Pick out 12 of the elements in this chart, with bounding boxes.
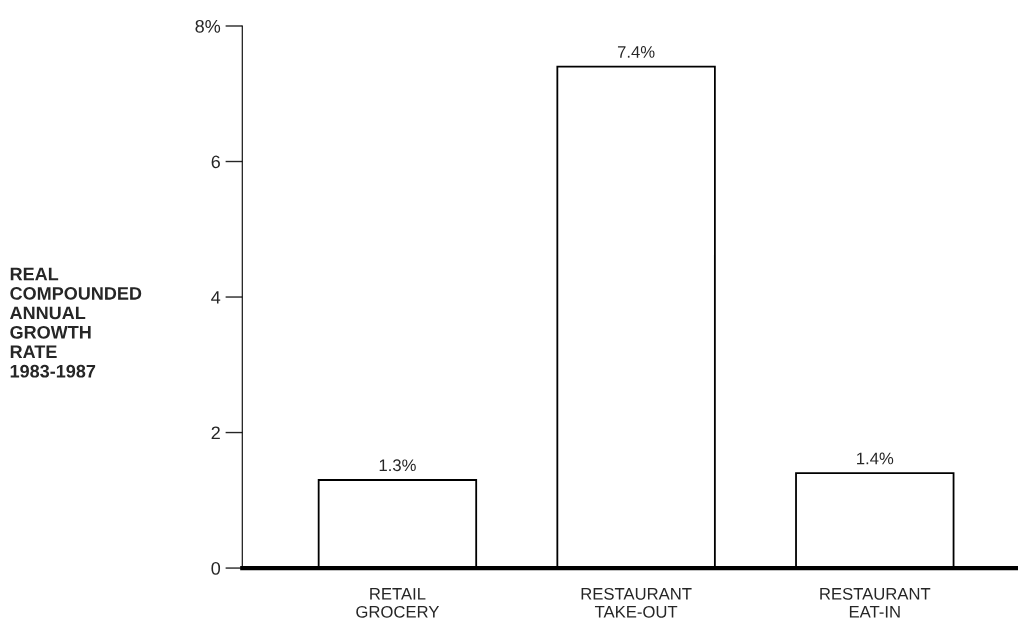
y-tick-label: 8%	[195, 19, 221, 33]
data-label: 1.4%	[857, 452, 894, 465]
y-tick-label: 6	[211, 155, 220, 169]
data-label: 7.4%	[617, 46, 655, 58]
x-tick-label: RESTAURANT TAKE-OUT	[581, 587, 692, 618]
x-tick-label: RESTAURANT EAT-IN	[820, 587, 931, 618]
y-tick-label: 2	[211, 426, 220, 440]
y-tick-label: 0	[211, 562, 221, 575]
y-tick-label: 4	[211, 291, 221, 304]
data-label: 1.3%	[379, 459, 416, 472]
x-tick-label: RETAIL GROCERY	[356, 588, 440, 618]
y-axis-title: REAL COMPOUNDED ANNUAL GROWTH RATE 1983-1987	[10, 267, 142, 378]
